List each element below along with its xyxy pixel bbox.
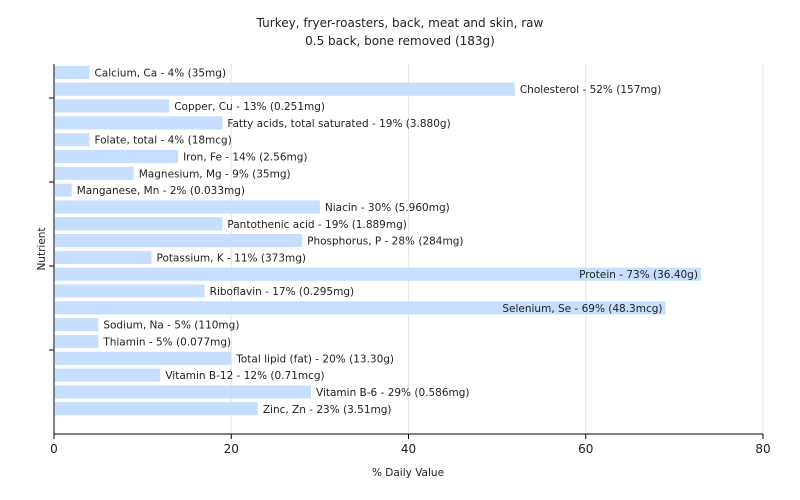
x-axis-label: % Daily Value <box>372 467 444 479</box>
bar <box>55 334 99 349</box>
bar-label: Zinc, Zn - 23% (3.51mg) <box>263 404 392 416</box>
bar-label: Manganese, Mn - 2% (0.033mg) <box>77 185 245 197</box>
bar <box>55 402 258 416</box>
x-tick-label: 60 <box>578 442 593 456</box>
bar <box>55 133 90 147</box>
bar-label: Phosphorus, P - 28% (284mg) <box>307 236 463 248</box>
bar <box>55 99 170 113</box>
bar-label: Fatty acids, total saturated - 19% (3.88… <box>227 118 450 130</box>
bar <box>55 284 205 298</box>
bar-label: Folate, total - 4% (18mcg) <box>94 135 231 147</box>
bar <box>55 250 152 264</box>
bar <box>55 385 312 399</box>
bar-label: Cholesterol - 52% (157mg) <box>520 84 662 96</box>
bar-label: Protein - 73% (36.40g) <box>579 269 698 281</box>
x-tick-label: 40 <box>401 442 416 456</box>
bar-label: Pantothenic acid - 19% (1.889mg) <box>227 219 406 231</box>
bar-label: Niacin - 30% (5.960mg) <box>325 202 450 214</box>
y-axis-label: Nutrient <box>36 227 48 270</box>
bar-label: Calcium, Ca - 4% (35mg) <box>94 67 226 79</box>
bar <box>55 149 179 164</box>
bar <box>55 200 320 214</box>
bar-label: Potassium, K - 11% (373mg) <box>156 252 306 264</box>
bar-label: Thiamin - 5% (0.077mg) <box>102 337 231 349</box>
bar <box>55 183 72 197</box>
bar-label: Copper, Cu - 13% (0.251mg) <box>174 101 325 113</box>
bars-group <box>55 65 701 416</box>
bar-label: Vitamin B-12 - 12% (0.71mcg) <box>165 370 324 382</box>
bar-labels-group: Calcium, Ca - 4% (35mg) Cholesterol - 52%… <box>77 67 698 415</box>
bar <box>55 166 134 180</box>
bar <box>55 217 223 231</box>
bar <box>55 318 99 332</box>
bar-label: Sodium, Na - 5% (110mg) <box>103 320 239 332</box>
bar <box>55 116 223 130</box>
bar <box>55 267 701 281</box>
bar-label: Iron, Fe - 14% (2.56mg) <box>183 152 307 164</box>
x-axis-ticks: 0 20 40 60 80 <box>50 434 771 456</box>
chart-title: Turkey, fryer-roasters, back, meat and s… <box>256 16 544 30</box>
x-tick-label: 20 <box>224 442 239 456</box>
bar-label: Riboflavin - 17% (0.295mg) <box>210 286 354 298</box>
grid-lines <box>230 64 764 434</box>
x-tick-label: 80 <box>755 442 770 456</box>
bar <box>55 65 90 79</box>
bar <box>55 351 232 365</box>
bar <box>55 368 161 382</box>
chart-subtitle: 0.5 back, bone removed (183g) <box>305 34 495 48</box>
bar <box>55 301 666 315</box>
x-tick-label: 0 <box>50 442 58 456</box>
bar-label: Vitamin B-6 - 29% (0.586mg) <box>316 387 470 399</box>
y-axis-ticks <box>49 97 54 351</box>
bar-label: Selenium, Se - 69% (48.3mcg) <box>502 303 662 315</box>
bar-label: Magnesium, Mg - 9% (35mg) <box>139 168 291 180</box>
bar <box>55 82 515 96</box>
bar-label: Total lipid (fat) - 20% (13.30g) <box>235 353 394 365</box>
bar <box>55 234 303 248</box>
